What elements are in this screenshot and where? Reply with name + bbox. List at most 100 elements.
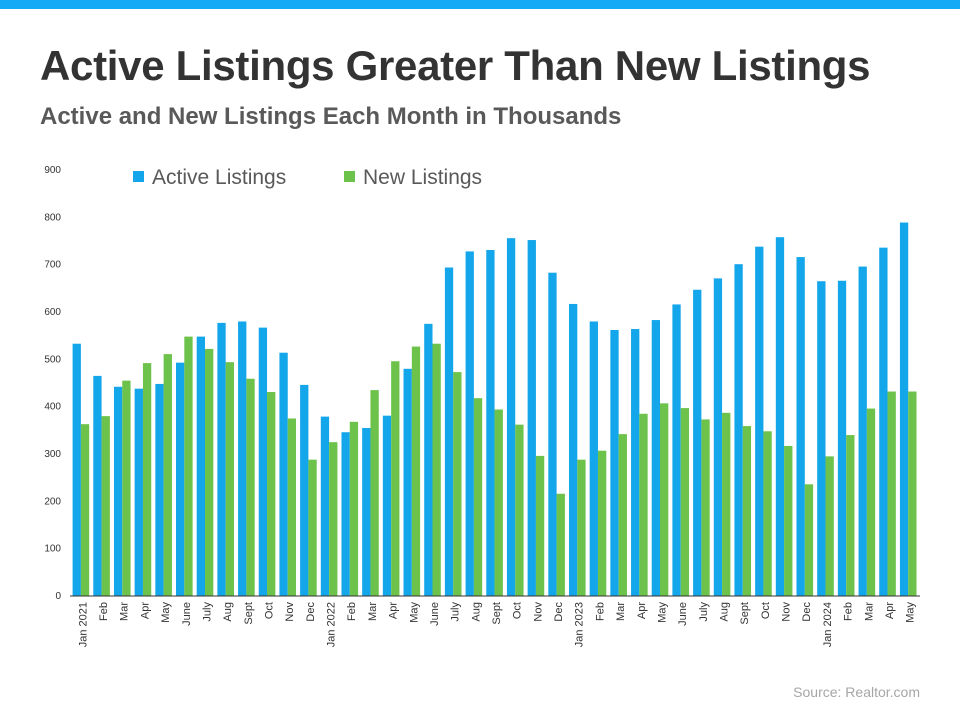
legend-swatch-active — [133, 171, 144, 182]
bar-active-listings — [837, 280, 847, 596]
x-tick-label: Feb — [98, 602, 110, 621]
bar-new-listings — [804, 484, 814, 596]
bar-active-listings — [465, 251, 474, 596]
x-tick-label: Sept — [243, 602, 255, 625]
bar-active-listings — [93, 375, 102, 596]
x-tick-label: July — [201, 602, 213, 622]
x-tick-label: June — [181, 602, 193, 626]
bar-new-listings — [680, 408, 689, 596]
bar-active-listings — [548, 272, 557, 596]
bar-new-listings — [329, 442, 338, 596]
x-tick-label: Dec — [305, 602, 317, 622]
x-tick-label: Aug — [719, 602, 731, 622]
x-tick-label: Apr — [139, 602, 151, 619]
bar-active-listings — [134, 388, 143, 596]
bar-new-listings — [494, 409, 503, 596]
bar-new-listings — [846, 435, 855, 596]
y-tick-label: 600 — [44, 307, 61, 318]
bar-new-listings — [535, 455, 545, 596]
bar-new-listings — [205, 348, 214, 596]
bar-active-listings — [527, 240, 536, 597]
bar-active-listings — [672, 304, 681, 596]
bar-active-listings — [817, 281, 826, 596]
bar-active-listings — [382, 415, 392, 596]
bar-new-listings — [866, 408, 876, 596]
bar-active-listings — [403, 368, 412, 596]
bar-new-listings — [825, 456, 834, 596]
x-tick-label: Apr — [388, 602, 400, 619]
x-axis: Jan 2021 Feb Mar Apr May June July Aug Sept Oct No… — [77, 602, 916, 648]
bar-active-listings — [568, 303, 578, 596]
x-tick-label: Mar — [863, 602, 875, 621]
x-tick-label: Nov — [284, 602, 296, 622]
bar-active-listings — [424, 323, 433, 596]
bar-active-listings — [879, 247, 888, 596]
x-tick-label: Oct — [512, 602, 524, 619]
x-tick-label: May — [656, 602, 668, 623]
x-tick-label: Jan 2023 — [574, 602, 586, 647]
bar-active-listings — [610, 329, 619, 596]
bar-new-listings — [287, 418, 297, 596]
x-tick-label: June — [677, 602, 689, 626]
x-tick-label: Aug — [470, 602, 482, 622]
y-tick-label: 100 — [44, 544, 61, 555]
x-tick-label: Oct — [263, 602, 275, 619]
y-tick-label: 0 — [55, 591, 61, 602]
bar-active-listings — [217, 322, 226, 596]
legend: Active Listings New Listings — [133, 166, 482, 189]
bar-new-listings — [432, 343, 441, 596]
bar-active-listings — [775, 237, 785, 596]
bar-new-listings — [784, 445, 793, 596]
x-tick-label: Jan 2024 — [822, 602, 834, 647]
x-tick-label: Mar — [119, 602, 131, 621]
chart-subtitle: Active and New Listings Each Month in Th… — [40, 103, 622, 130]
x-tick-label: Jan 2022 — [326, 602, 338, 647]
bar-new-listings — [122, 380, 131, 596]
bar-active-listings — [858, 266, 867, 596]
bar-new-listings — [370, 390, 379, 596]
x-tick-label: Apr — [636, 602, 648, 619]
x-tick-label: Sept — [739, 602, 751, 625]
x-tick-label: Nov — [781, 602, 793, 622]
x-tick-label: Aug — [222, 602, 234, 622]
x-tick-label: Dec — [553, 602, 565, 622]
top-accent-bar — [0, 0, 960, 9]
bar-new-listings — [473, 398, 483, 596]
y-tick-label: 700 — [44, 260, 61, 271]
bar-active-listings — [506, 238, 516, 596]
x-tick-label: Nov — [532, 602, 544, 622]
bar-new-listings — [763, 431, 772, 596]
source-note: Source: Realtor.com — [793, 684, 920, 700]
bar-new-listings — [887, 391, 896, 596]
x-tick-label: May — [905, 602, 917, 623]
bar-active-listings — [72, 343, 81, 596]
bar-active-listings — [155, 383, 164, 596]
bars-group — [72, 222, 917, 597]
y-axis: 0 100 200 300 400 500 600 700 800 900 — [44, 165, 61, 602]
bar-new-listings — [246, 378, 255, 596]
bar-active-listings — [713, 278, 723, 596]
x-tick-label: May — [408, 602, 420, 623]
x-tick-label: Feb — [843, 602, 855, 621]
bar-active-listings — [693, 289, 702, 596]
x-tick-label: Oct — [760, 602, 772, 619]
bar-new-listings — [515, 424, 524, 596]
x-tick-label: Mar — [615, 602, 627, 621]
legend-swatch-new — [344, 171, 355, 182]
chart-title: Active Listings Greater Than New Listing… — [40, 42, 871, 89]
bar-new-listings — [225, 362, 234, 596]
bar-active-listings — [196, 336, 205, 596]
bar-active-listings — [113, 386, 123, 596]
legend-label-active: Active Listings — [152, 166, 286, 189]
bar-active-listings — [341, 432, 350, 596]
bar-new-listings — [308, 459, 317, 596]
bar-active-listings — [258, 327, 268, 596]
x-tick-label: June — [429, 602, 441, 626]
bar-new-listings — [453, 372, 462, 596]
bar-active-listings — [320, 416, 330, 596]
y-tick-label: 200 — [44, 496, 61, 507]
bar-active-listings — [631, 329, 640, 596]
bar-new-listings — [411, 346, 421, 596]
x-tick-label: Feb — [346, 602, 358, 621]
bar-new-listings — [618, 434, 627, 596]
